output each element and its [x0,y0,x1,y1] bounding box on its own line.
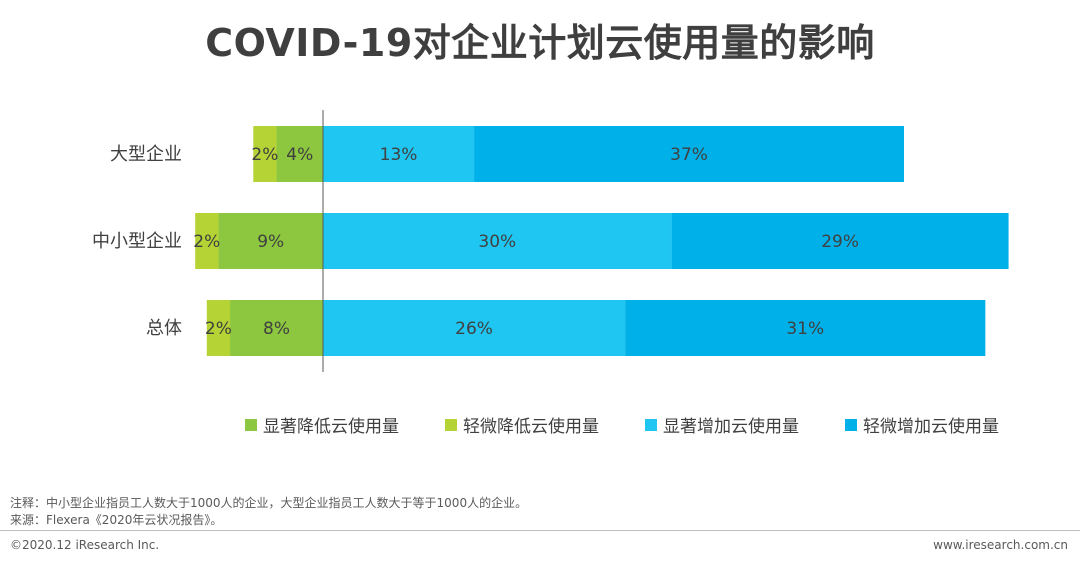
legend-label: 轻微增加云使用量 [863,417,999,437]
data-label-2-pos-1: 31% [786,319,824,339]
legend-item-2: 显著增加云使用量 [645,412,799,437]
data-label-0-neg-1: 2% [251,145,278,165]
footer-website: www.iresearch.com.cn [933,538,1068,552]
data-label-0-pos-1: 37% [670,145,708,165]
bar-2-pos-1 [625,300,986,356]
data-label-2-pos-0: 26% [455,319,493,339]
diverging-bar-chart: 大型企业 4% 2% 13% 37% 中小型企业 9% 2% 30% 29% 总体 8% 2% 26% 31… [92,110,1009,372]
legend-label: 轻微降低云使用量 [463,417,599,437]
data-label-0-pos-0: 13% [380,145,418,165]
bar-2-neg-0 [230,300,323,356]
data-label-2-neg-0: 8% [263,319,290,339]
category-label-2: 总体 [146,318,182,339]
bar-0-neg-0 [276,126,323,182]
chart-legend: 显著降低云使用量 轻微降低云使用量 显著增加云使用量 轻微增加云使用量 [0,412,1080,437]
chart-source: 来源：Flexera《2020年云状况报告》。 [10,513,223,527]
bar-2-pos-0 [323,300,626,356]
chart-note: 注释：中小型企业指员工人数大于1000人的企业，大型企业指员工人数大于等于100… [10,496,528,510]
data-label-1-neg-1: 2% [193,232,220,252]
data-label-1-pos-1: 29% [821,232,859,252]
legend-item-1: 轻微降低云使用量 [445,412,599,437]
category-label-1: 中小型企业 [92,231,182,252]
bar-1-neg-0 [218,213,323,269]
data-label-2-neg-1: 2% [205,319,232,339]
bar-2-neg-1 [206,300,231,356]
legend-item-3: 轻微增加云使用量 [845,412,999,437]
chart-title: COVID-19对企业计划云使用量的影响 [205,21,875,65]
bar-1-pos-1 [671,213,1009,269]
footer-copyright: ©2020.12 iResearch Inc. [10,538,160,552]
bar-0-pos-0 [323,126,475,182]
legend-swatch [645,418,657,431]
footer-divider [0,530,1080,531]
bar-0-pos-1 [474,126,904,182]
bar-1-neg-1 [195,213,219,269]
legend-label: 显著降低云使用量 [263,417,399,437]
data-label-0-neg-0: 4% [286,145,313,165]
bar-0-neg-1 [253,126,277,182]
legend-swatch [845,418,857,431]
legend-label: 显著增加云使用量 [663,417,799,437]
legend-swatch [445,418,457,431]
category-label-0: 大型企业 [110,144,182,165]
legend-swatch [245,418,257,431]
bar-1-pos-0 [323,213,672,269]
legend-item-0: 显著降低云使用量 [245,412,399,437]
data-label-1-pos-0: 30% [478,232,516,252]
data-label-1-neg-0: 9% [257,232,284,252]
